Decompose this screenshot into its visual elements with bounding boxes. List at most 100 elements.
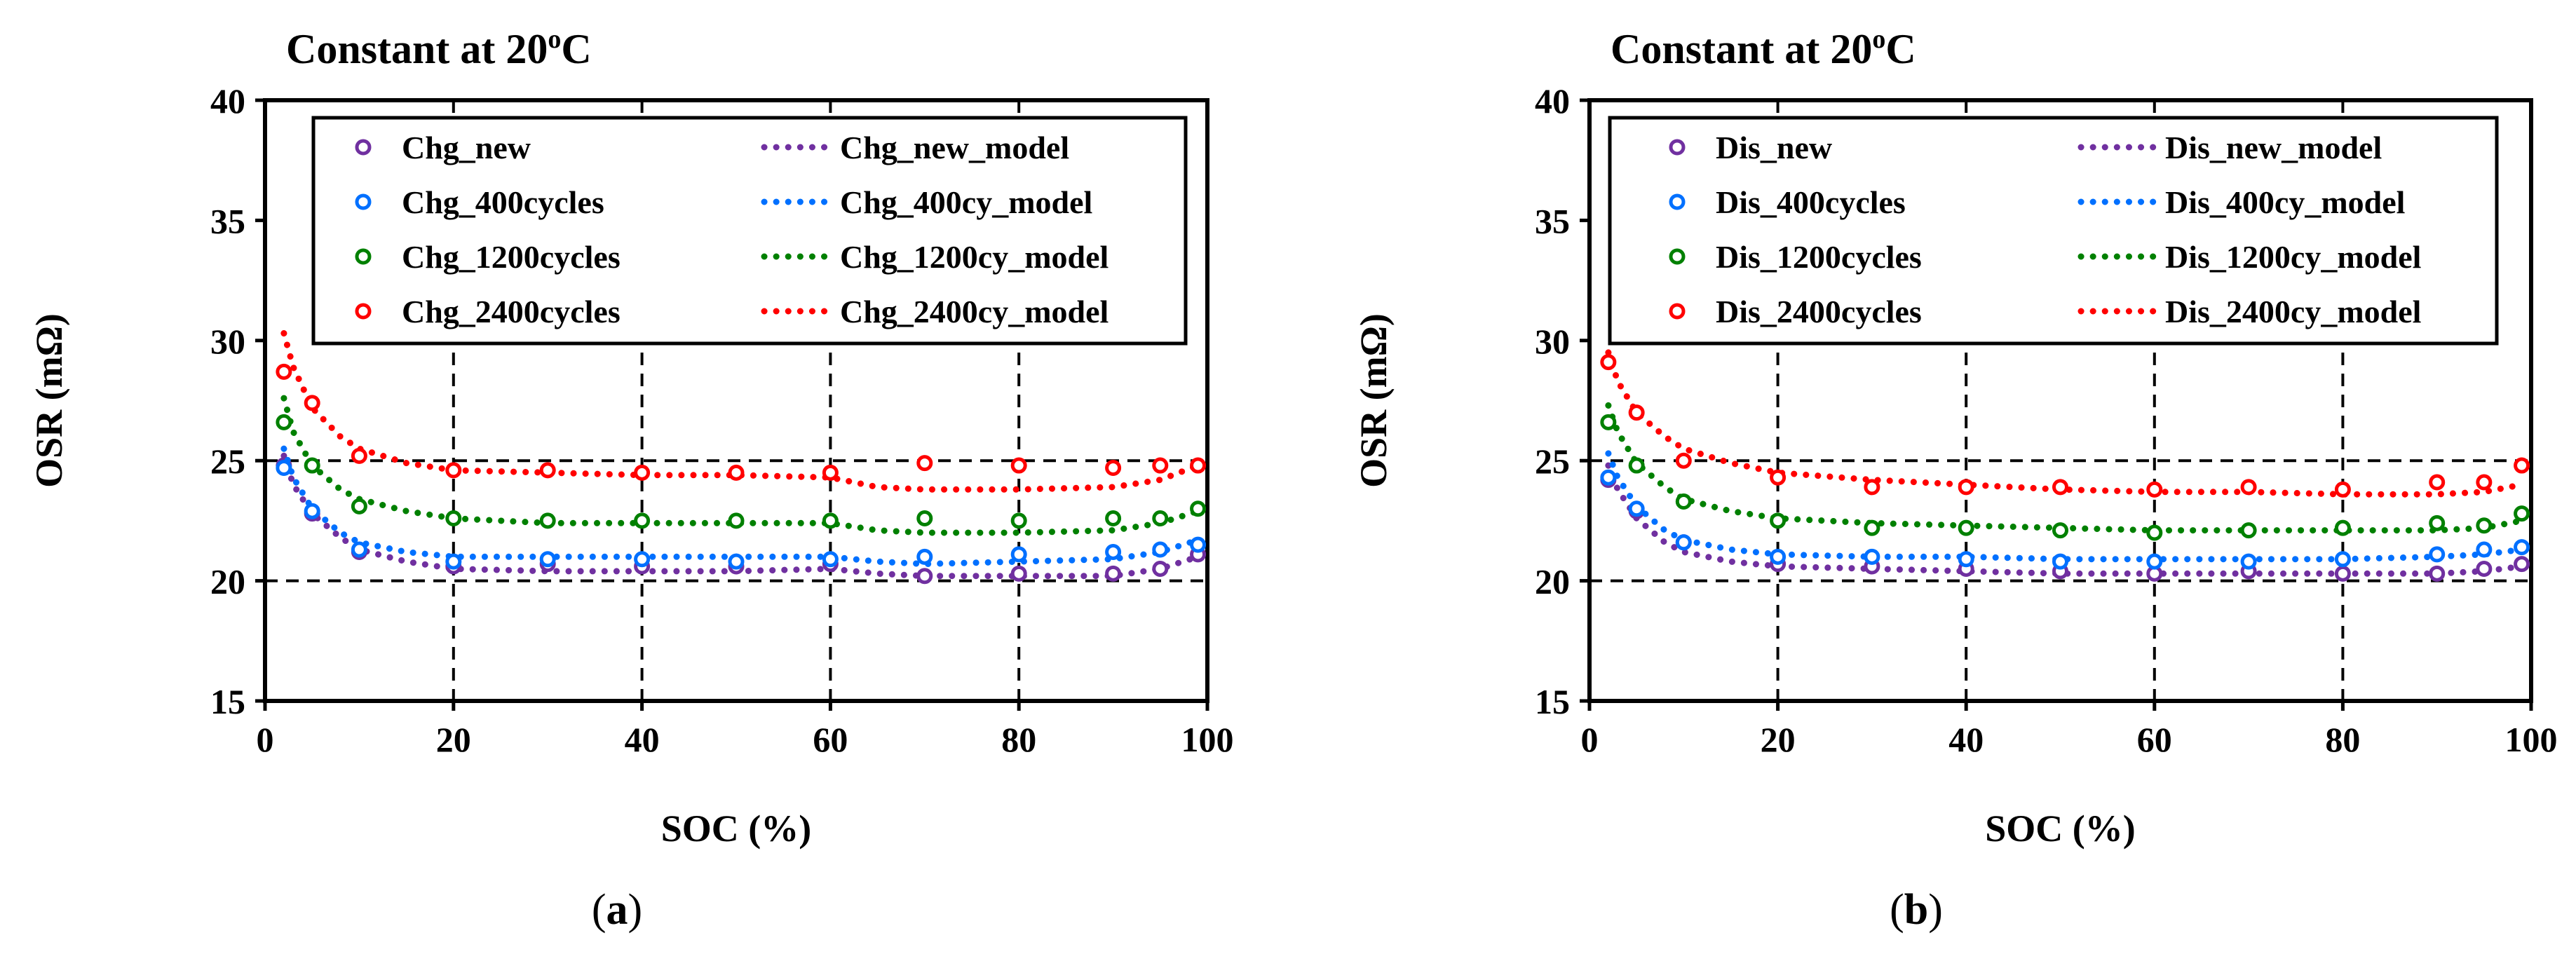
y-tick-label: 15 [210, 682, 245, 721]
data-point [539, 551, 556, 568]
data-point [2240, 522, 2257, 539]
data-point [1958, 479, 1974, 496]
data-point [1628, 500, 1645, 517]
data-point [728, 512, 745, 529]
legend-model-label: Dis_400cy_model [2165, 184, 2405, 220]
data-point [2334, 519, 2351, 536]
data-point [1010, 546, 1027, 563]
data-point [822, 512, 839, 529]
model-line [1605, 349, 2526, 498]
x-tick-label: 100 [1181, 720, 1234, 759]
x-tick-label: 80 [1001, 720, 1036, 759]
data-point [445, 553, 462, 570]
legend-model-label: Chg_1200cy_model [840, 239, 1109, 275]
data-point [351, 447, 367, 464]
x-tick-label: 80 [2325, 720, 2360, 759]
legend-label: Chg_400cycles [402, 184, 604, 220]
data-point [1600, 354, 1617, 371]
legend-marker [355, 193, 372, 210]
y-tick-label: 20 [210, 562, 245, 601]
x-tick-label: 60 [2137, 720, 2172, 759]
legend-label: Chg_1200cycles [402, 239, 621, 275]
panel-caption: (a) [592, 886, 642, 934]
data-point [1628, 404, 1645, 421]
data-point [916, 568, 933, 585]
data-point [276, 363, 292, 380]
legend-box [1608, 116, 2499, 346]
data-point [2146, 481, 2163, 498]
legend-model-label: Chg_2400cy_model [840, 294, 1109, 329]
data-point [1958, 519, 1974, 536]
series-Chg_400cycles [276, 445, 1207, 570]
data-point [2052, 479, 2068, 496]
series-Chg_1200cycles [276, 395, 1207, 536]
data-point [2334, 551, 2351, 568]
data-point [1770, 469, 1787, 486]
model-line [1605, 462, 2526, 577]
data-point [1152, 510, 1169, 526]
y-axis-label: OSR (mΩ) [28, 313, 70, 488]
data-point [2334, 481, 2351, 498]
caption-open: ( [592, 886, 606, 934]
data-point [728, 553, 745, 570]
x-axis-label: SOC (%) [1985, 807, 2136, 850]
chart-title-sup: o [548, 25, 561, 54]
data-point [2146, 524, 2163, 541]
series-Dis_2400cycles [1600, 349, 2530, 498]
y-tick-label: 20 [1535, 562, 1570, 601]
legend-label: Dis_400cycles [1716, 184, 1906, 220]
legend-marker [1669, 193, 1686, 210]
data-point [1770, 512, 1787, 529]
data-point [2514, 505, 2530, 522]
caption-letter: b [1904, 886, 1928, 934]
data-point [2476, 541, 2493, 558]
legend: Chg_new Chg_new_model Chg_400cycles Chg_400… [311, 116, 1188, 346]
data-point [2429, 514, 2446, 531]
data-point [1105, 510, 1122, 526]
data-point [2240, 553, 2257, 570]
y-tick-label: 25 [1535, 442, 1570, 481]
y-tick-label: 35 [1535, 201, 1570, 240]
panel-caption: (b) [1890, 886, 1943, 934]
data-point [1190, 500, 1207, 517]
chart-title-main: Constant at 20 [1611, 26, 1872, 72]
chart-panel-b: Constant at 20oC 15 20 25 30 35 40 0 20 40 60 80 100… [1353, 25, 2558, 934]
data-point [1600, 469, 1617, 486]
data-point [2052, 522, 2068, 539]
legend-model-label: Chg_400cy_model [840, 184, 1092, 220]
plot-frame [263, 98, 1209, 703]
model-line [1605, 450, 2526, 563]
data-point [351, 498, 367, 514]
chart-title: Constant at 20oC [286, 25, 592, 72]
data-point [2514, 457, 2530, 474]
data-point [304, 503, 320, 519]
y-tick-label: 25 [210, 442, 245, 481]
legend-label: Dis_new [1716, 130, 1832, 165]
data-point [1864, 548, 1880, 565]
series-Dis_400cycles [1600, 450, 2530, 570]
legend: Dis_new Dis_new_model Dis_400cycles Dis_400… [1608, 116, 2499, 346]
y-tick-label: 30 [1535, 322, 1570, 361]
data-point [1864, 519, 1880, 536]
data-point [1864, 479, 1880, 496]
chart-title-suffix: C [1885, 26, 1916, 72]
chart-title: Constant at 20oC [1611, 25, 1916, 72]
data-point [2429, 546, 2446, 563]
y-axis-label: OSR (mΩ) [1353, 313, 1395, 488]
data-point [2052, 553, 2068, 570]
data-point [916, 455, 933, 472]
data-point [2334, 565, 2351, 582]
data-point [1600, 414, 1617, 430]
caption-letter: a [606, 886, 628, 934]
chart-panel-a: Constant at 20oC 15 20 25 30 35 40 0 20 40 60 80 100… [28, 25, 1234, 934]
data-point [2514, 556, 2530, 573]
plot-frame [1587, 98, 2533, 703]
legend-box [311, 116, 1188, 346]
x-axis-label: SOC (%) [661, 807, 812, 850]
x-tick-label: 20 [1761, 720, 1796, 759]
y-tick-label: 40 [1535, 81, 1570, 121]
data-point [1675, 493, 1692, 510]
data-point [1675, 452, 1692, 469]
legend-marker [1669, 248, 1686, 265]
